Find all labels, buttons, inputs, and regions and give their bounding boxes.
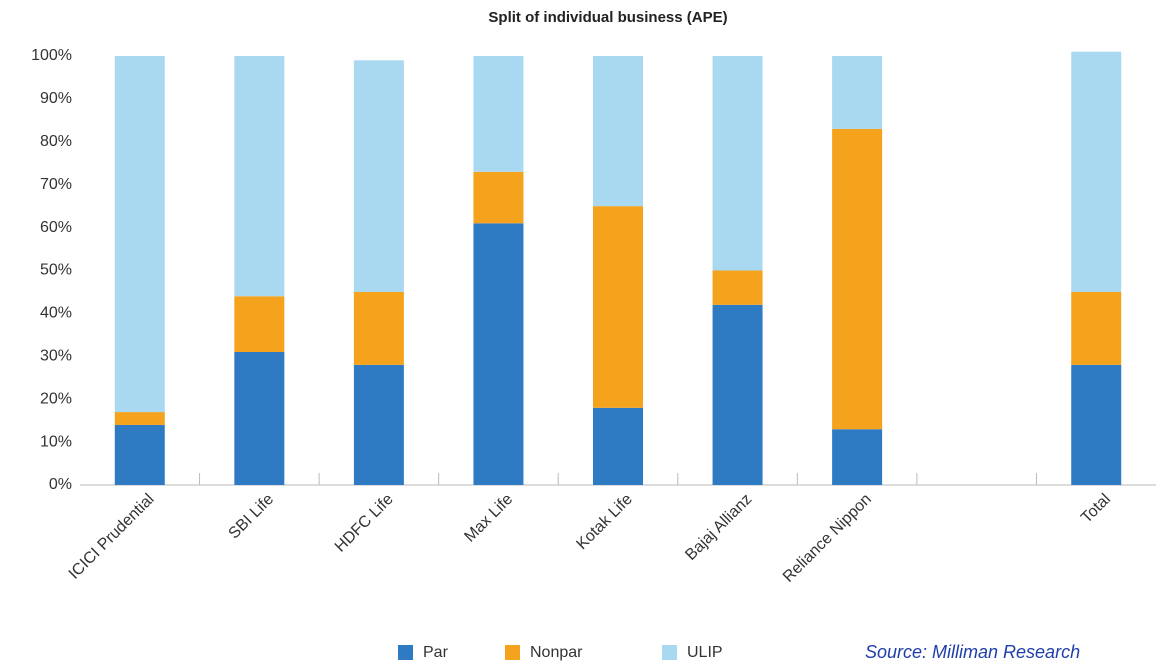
y-tick-label: 0% [49, 476, 72, 493]
bar-segment [712, 304, 763, 485]
bar-segment [234, 56, 285, 297]
bar-segment [473, 223, 524, 485]
y-tick-label: 20% [40, 390, 72, 407]
y-tick-label: 40% [40, 305, 72, 322]
bar-segment [353, 291, 404, 365]
source-note: Source: Milliman Research [865, 642, 1080, 662]
bar-segment [234, 352, 285, 485]
y-tick-label: 50% [40, 262, 72, 279]
x-tick-label: Reliance Nippon [780, 491, 875, 586]
x-tick-label: ICICI Prudential [66, 491, 158, 583]
bar-segment [114, 424, 165, 485]
bar-segment [1071, 364, 1122, 485]
bar-segment [1071, 291, 1122, 365]
y-tick-label: 100% [31, 47, 72, 64]
y-tick-label: 80% [40, 133, 72, 150]
x-tick-label: SBI Life [226, 491, 278, 543]
y-tick-label: 70% [40, 176, 72, 193]
bar-segment [593, 206, 643, 408]
bar-segment [353, 60, 404, 292]
x-tick-label: Kotak Life [573, 491, 635, 553]
legend-label: Nonpar [530, 644, 583, 661]
legend-label: ULIP [687, 644, 723, 661]
bar-segment [832, 56, 883, 129]
bar-segment [712, 270, 763, 305]
y-tick-label: 10% [40, 433, 72, 450]
legend-swatch [662, 645, 677, 660]
legend-swatch [398, 645, 413, 660]
legend-swatch [505, 645, 520, 660]
chart-title: Split of individual business (APE) [488, 9, 727, 26]
x-tick-label: Bajaj Allianz [682, 491, 755, 564]
bar-segment [1071, 51, 1122, 292]
y-tick-label: 60% [40, 219, 72, 236]
x-tick-label: Max Life [461, 491, 516, 546]
bar-segment [712, 56, 763, 271]
x-tick-label: Total [1078, 491, 1114, 527]
bar-segment [353, 364, 404, 485]
x-tick-label: HDFC Life [332, 491, 397, 556]
legend-label: Par [423, 644, 449, 661]
bar-segment [473, 56, 524, 172]
bar-segment [473, 171, 524, 224]
bar-segment [114, 56, 165, 413]
y-tick-label: 30% [40, 348, 72, 365]
bar-segment [234, 296, 285, 353]
bar-segment [832, 128, 883, 430]
bar-segment [114, 412, 165, 425]
bar-segment [593, 407, 643, 485]
y-tick-label: 90% [40, 90, 72, 107]
bar-segment [593, 56, 643, 207]
bar-segment [832, 429, 883, 485]
